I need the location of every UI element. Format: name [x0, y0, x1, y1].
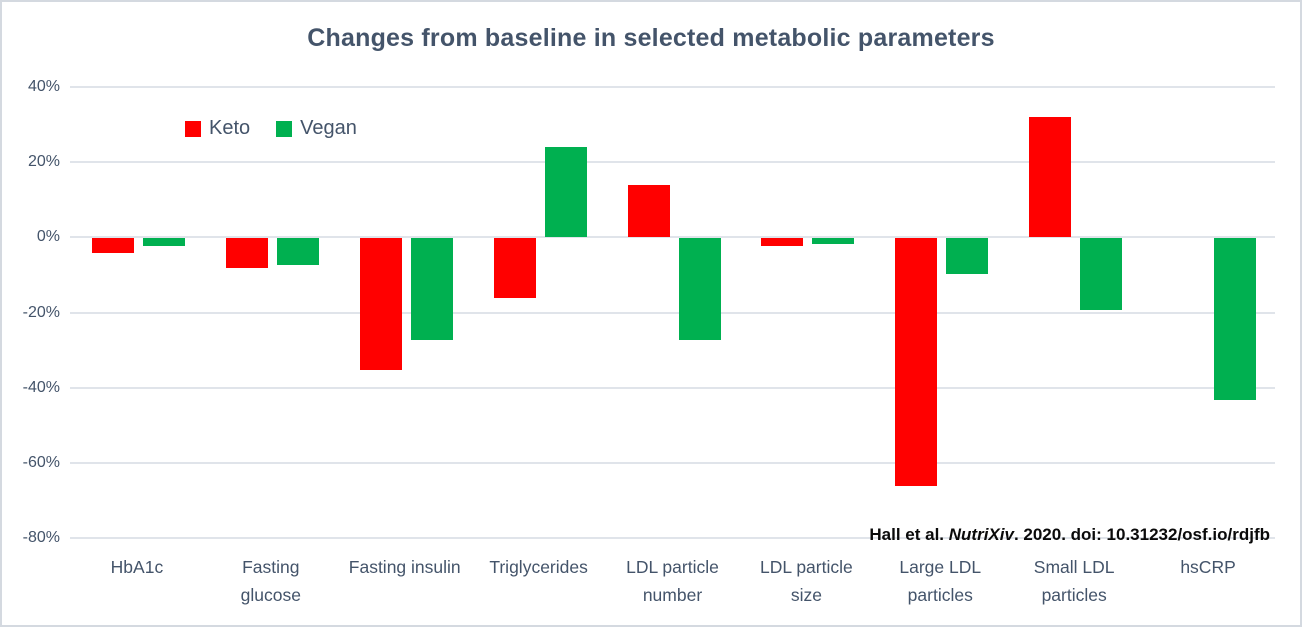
y-axis-tick-label: -60%	[22, 453, 60, 471]
vegan-bar-3	[410, 238, 453, 340]
y-axis-tick-label: -20%	[22, 303, 60, 321]
gridline	[70, 537, 1275, 539]
y-axis-tick-label: -80%	[22, 529, 60, 546]
x-axis-category-label: LDL particle size	[760, 557, 853, 605]
chart-title: Changes from baseline in selected metabo…	[307, 24, 995, 52]
citation-suffix: . 2020. doi: 10.31232/osf.io/rdjfb	[1013, 525, 1270, 544]
vegan-bar-9	[1214, 238, 1257, 400]
citation-journal: NutriXiv	[948, 525, 1014, 544]
legend-label-vegan: Vegan	[300, 117, 357, 139]
keto-bar-4	[493, 238, 536, 299]
keto-bar-1	[91, 238, 134, 254]
x-axis-category-label: Large LDL particles	[899, 557, 982, 605]
gridline	[70, 461, 1275, 464]
vegan-bar-8	[1080, 238, 1123, 310]
gridline	[70, 161, 1275, 164]
x-axis-category-label: Small LDL particles	[1033, 557, 1115, 605]
vegan-bar-1	[142, 238, 185, 246]
vegan-bar-6	[812, 238, 855, 244]
gridline	[70, 86, 1275, 88]
legend: Keto Vegan	[185, 117, 357, 140]
keto-bar-7	[895, 238, 938, 487]
y-axis-tick-label: -40%	[22, 378, 60, 396]
x-axis-category-label: Fasting insulin	[348, 557, 461, 577]
vegan-bar-5	[678, 238, 721, 340]
y-axis-tick-label: 40%	[27, 78, 60, 95]
citation: Hall et al. NutriXiv. 2020. doi: 10.3123…	[850, 505, 1270, 565]
vegan-bar-2	[276, 238, 319, 265]
gridline	[70, 236, 1275, 239]
x-axis-category-label: hsCRP	[1180, 557, 1236, 577]
vegan-swatch-icon	[276, 120, 293, 137]
legend-label-keto: Keto	[209, 117, 251, 139]
gridline	[70, 386, 1275, 389]
keto-bar-8	[1029, 117, 1072, 238]
y-axis-tick-label: 0%	[36, 228, 60, 246]
keto-bar-3	[359, 238, 402, 370]
x-axis-category-label: Fasting glucose	[240, 557, 301, 605]
citation-prefix: Hall et al.	[869, 525, 949, 544]
vegan-bar-4	[544, 147, 587, 238]
vegan-bar-7	[946, 238, 989, 275]
keto-bar-5	[627, 184, 670, 238]
keto-bar-6	[761, 238, 804, 246]
keto-bar-2	[225, 238, 268, 269]
legend-item-keto: Keto	[185, 117, 250, 140]
legend-item-vegan: Vegan	[276, 117, 357, 140]
x-axis-category-label: Triglycerides	[489, 557, 588, 577]
x-axis-category-label: LDL particle number	[626, 557, 719, 605]
gridline	[70, 311, 1275, 314]
y-axis-tick-label: 20%	[27, 153, 60, 171]
x-axis-category-label: HbA1c	[110, 557, 164, 577]
keto-swatch-icon	[185, 120, 201, 137]
